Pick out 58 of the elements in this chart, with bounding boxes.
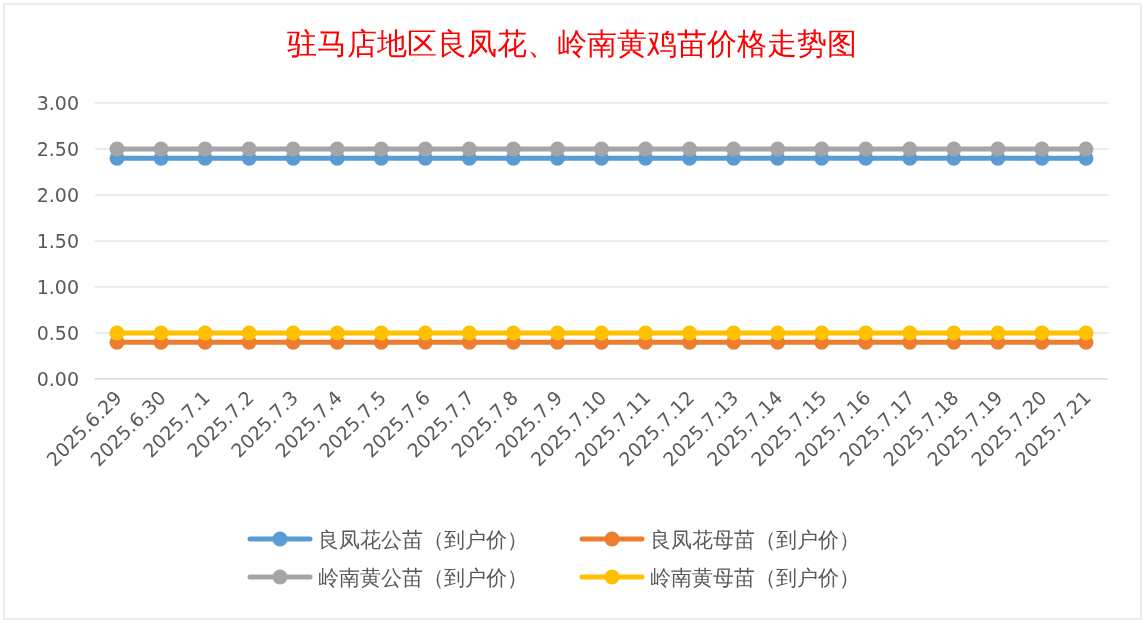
y-tick-label: 1.00 (36, 276, 79, 298)
point (770, 325, 786, 341)
y-tick-label: 2.50 (36, 138, 79, 160)
point (946, 141, 962, 157)
point (549, 141, 565, 157)
point (285, 141, 301, 157)
y-tick-label: 1.50 (36, 230, 79, 252)
point (770, 141, 786, 157)
point (197, 141, 213, 157)
y-tick-label: 0.00 (36, 368, 79, 390)
point (990, 325, 1006, 341)
point (505, 325, 521, 341)
point (858, 325, 874, 341)
point (1078, 141, 1094, 157)
legend-label: 良凤花公苗（到户价） (318, 528, 528, 552)
point (858, 141, 874, 157)
point (682, 141, 698, 157)
chart-title: 驻马店地区良凤花、岭南黄鸡苗价格走势图 (287, 26, 857, 61)
point (109, 325, 125, 341)
point (329, 325, 345, 341)
point (329, 141, 345, 157)
point (990, 141, 1006, 157)
point (461, 141, 477, 157)
point (109, 141, 125, 157)
point (946, 325, 962, 341)
point (726, 141, 742, 157)
point (417, 325, 433, 341)
point (285, 325, 301, 341)
y-tick-label: 2.00 (36, 184, 79, 206)
point (902, 325, 918, 341)
point (153, 325, 169, 341)
point (814, 141, 830, 157)
legend-label: 良凤花母苗（到户价） (650, 528, 860, 552)
y-tick-label: 3.00 (36, 92, 79, 114)
point (682, 325, 698, 341)
point (373, 325, 389, 341)
legend-label: 岭南黄公苗（到户价） (318, 566, 528, 590)
point (902, 141, 918, 157)
point (417, 141, 433, 157)
point (373, 141, 389, 157)
legend-label: 岭南黄母苗（到户价） (650, 566, 860, 590)
point (638, 141, 654, 157)
point (241, 141, 257, 157)
point (241, 325, 257, 341)
point (594, 325, 609, 341)
point (814, 325, 830, 341)
point (1034, 325, 1050, 341)
point (1034, 141, 1050, 157)
point (153, 141, 169, 157)
point (505, 141, 521, 157)
point (594, 141, 609, 157)
point (726, 325, 742, 341)
point (549, 325, 565, 341)
y-tick-label: 0.50 (36, 322, 79, 344)
point (461, 325, 477, 341)
point (197, 325, 213, 341)
point (1078, 325, 1094, 341)
point (638, 325, 654, 341)
